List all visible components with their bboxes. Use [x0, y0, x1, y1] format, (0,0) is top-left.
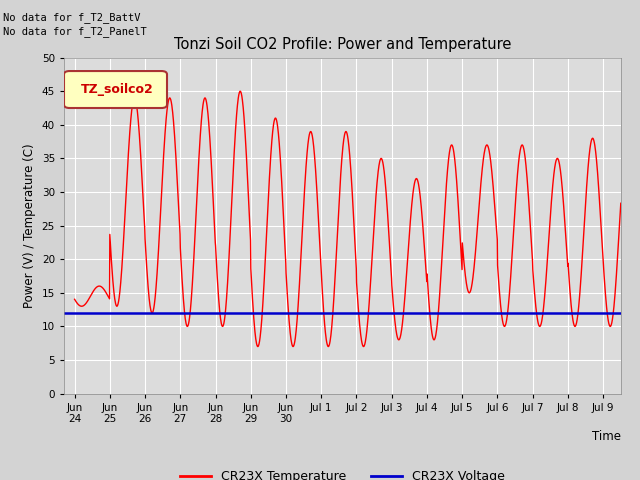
Legend: CR23X Temperature, CR23X Voltage: CR23X Temperature, CR23X Voltage: [175, 465, 510, 480]
Text: No data for f_T2_BattV: No data for f_T2_BattV: [3, 12, 141, 23]
Text: TZ_soilco2: TZ_soilco2: [81, 83, 153, 96]
X-axis label: Time: Time: [592, 430, 621, 443]
Y-axis label: Power (V) / Temperature (C): Power (V) / Temperature (C): [23, 144, 36, 308]
Text: No data for f_T2_PanelT: No data for f_T2_PanelT: [3, 26, 147, 37]
FancyBboxPatch shape: [64, 71, 167, 108]
Title: Tonzi Soil CO2 Profile: Power and Temperature: Tonzi Soil CO2 Profile: Power and Temper…: [173, 37, 511, 52]
